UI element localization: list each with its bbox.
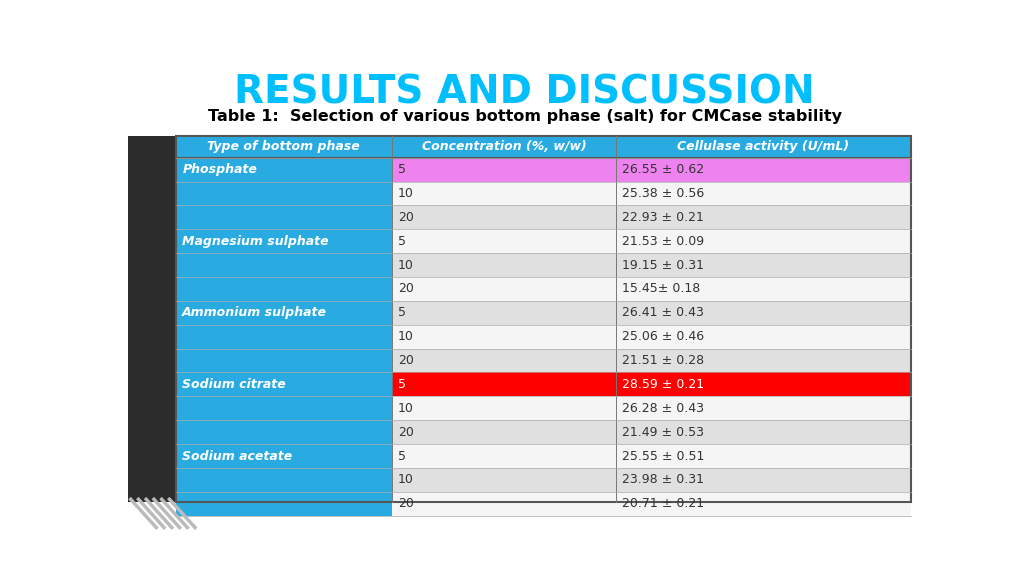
Text: 26.28 ± 0.43: 26.28 ± 0.43 bbox=[623, 402, 705, 415]
Bar bbox=[176, 348, 391, 373]
Bar bbox=[391, 348, 616, 373]
Text: 26.55 ± 0.62: 26.55 ± 0.62 bbox=[623, 163, 705, 176]
Bar bbox=[176, 325, 391, 348]
Text: 28.59 ± 0.21: 28.59 ± 0.21 bbox=[623, 378, 705, 391]
Text: 21.53 ± 0.09: 21.53 ± 0.09 bbox=[623, 234, 705, 248]
Bar bbox=[176, 420, 391, 444]
Text: 21.49 ± 0.53: 21.49 ± 0.53 bbox=[623, 426, 705, 439]
Bar bbox=[391, 301, 616, 325]
Text: Sodium acetate: Sodium acetate bbox=[182, 449, 293, 463]
Text: 25.38 ± 0.56: 25.38 ± 0.56 bbox=[623, 187, 705, 200]
Bar bbox=[616, 348, 910, 373]
Text: 23.98 ± 0.31: 23.98 ± 0.31 bbox=[623, 473, 705, 486]
Bar bbox=[176, 373, 391, 396]
Text: 15.45± 0.18: 15.45± 0.18 bbox=[623, 282, 700, 295]
Bar bbox=[391, 373, 616, 396]
Text: Magnesium sulphate: Magnesium sulphate bbox=[182, 234, 329, 248]
Text: Phosphate: Phosphate bbox=[182, 163, 257, 176]
Bar bbox=[391, 396, 616, 420]
Text: 26.41 ± 0.43: 26.41 ± 0.43 bbox=[623, 306, 705, 319]
Text: 5: 5 bbox=[397, 234, 406, 248]
Bar bbox=[391, 229, 616, 253]
Bar bbox=[176, 277, 391, 301]
Text: 10: 10 bbox=[397, 187, 414, 200]
Text: Type of bottom phase: Type of bottom phase bbox=[208, 141, 360, 153]
Text: Sodium citrate: Sodium citrate bbox=[182, 378, 286, 391]
Bar bbox=[176, 301, 391, 325]
Text: 5: 5 bbox=[397, 306, 406, 319]
Text: 20: 20 bbox=[397, 426, 414, 439]
Text: Concentration (%, w/w): Concentration (%, w/w) bbox=[422, 141, 587, 153]
Text: 20: 20 bbox=[397, 282, 414, 295]
Bar bbox=[176, 181, 391, 206]
Bar bbox=[616, 229, 910, 253]
Bar bbox=[616, 373, 910, 396]
Text: 22.93 ± 0.21: 22.93 ± 0.21 bbox=[623, 211, 705, 224]
Bar bbox=[391, 325, 616, 348]
Text: 10: 10 bbox=[397, 259, 414, 272]
Bar bbox=[176, 253, 391, 277]
Bar bbox=[391, 468, 616, 492]
Bar bbox=[616, 277, 910, 301]
Text: 10: 10 bbox=[397, 330, 414, 343]
Text: Ammonium sulphate: Ammonium sulphate bbox=[182, 306, 328, 319]
Bar bbox=[616, 396, 910, 420]
Bar bbox=[128, 136, 176, 502]
Text: 19.15 ± 0.31: 19.15 ± 0.31 bbox=[623, 259, 705, 272]
Bar bbox=[391, 277, 616, 301]
Bar bbox=[616, 158, 910, 181]
Bar bbox=[616, 181, 910, 206]
Text: 20: 20 bbox=[397, 211, 414, 224]
Text: 10: 10 bbox=[397, 473, 414, 486]
Bar bbox=[176, 206, 391, 229]
Bar bbox=[616, 444, 910, 468]
Text: 5: 5 bbox=[397, 163, 406, 176]
Bar bbox=[616, 253, 910, 277]
Text: 21.51 ± 0.28: 21.51 ± 0.28 bbox=[623, 354, 705, 367]
Bar bbox=[176, 229, 391, 253]
Text: Table 1:  Selection of various bottom phase (salt) for CMCase stability: Table 1: Selection of various bottom pha… bbox=[208, 109, 842, 124]
Bar bbox=[616, 325, 910, 348]
Text: 10: 10 bbox=[397, 402, 414, 415]
Text: 20: 20 bbox=[397, 354, 414, 367]
Text: 20: 20 bbox=[397, 497, 414, 510]
Bar bbox=[391, 181, 616, 206]
Text: 20.71 ± 0.21: 20.71 ± 0.21 bbox=[623, 497, 705, 510]
Bar bbox=[616, 420, 910, 444]
Bar bbox=[391, 253, 616, 277]
Text: Cellulase activity (U/mL): Cellulase activity (U/mL) bbox=[678, 141, 850, 153]
Bar bbox=[176, 468, 391, 492]
Text: 5: 5 bbox=[397, 378, 406, 391]
Text: 25.06 ± 0.46: 25.06 ± 0.46 bbox=[623, 330, 705, 343]
Bar bbox=[391, 492, 616, 516]
Bar bbox=[176, 396, 391, 420]
Bar bbox=[616, 206, 910, 229]
Bar bbox=[176, 492, 391, 516]
Text: RESULTS AND DISCUSSION: RESULTS AND DISCUSSION bbox=[234, 73, 815, 111]
Bar bbox=[391, 420, 616, 444]
Bar bbox=[616, 492, 910, 516]
Bar bbox=[176, 158, 391, 181]
Bar bbox=[616, 301, 910, 325]
Text: 5: 5 bbox=[397, 449, 406, 463]
Bar bbox=[616, 468, 910, 492]
Bar bbox=[176, 136, 910, 158]
Bar bbox=[176, 136, 910, 502]
Bar bbox=[391, 206, 616, 229]
Bar bbox=[391, 444, 616, 468]
Text: 25.55 ± 0.51: 25.55 ± 0.51 bbox=[623, 449, 705, 463]
Bar bbox=[391, 158, 616, 181]
Bar bbox=[176, 444, 391, 468]
